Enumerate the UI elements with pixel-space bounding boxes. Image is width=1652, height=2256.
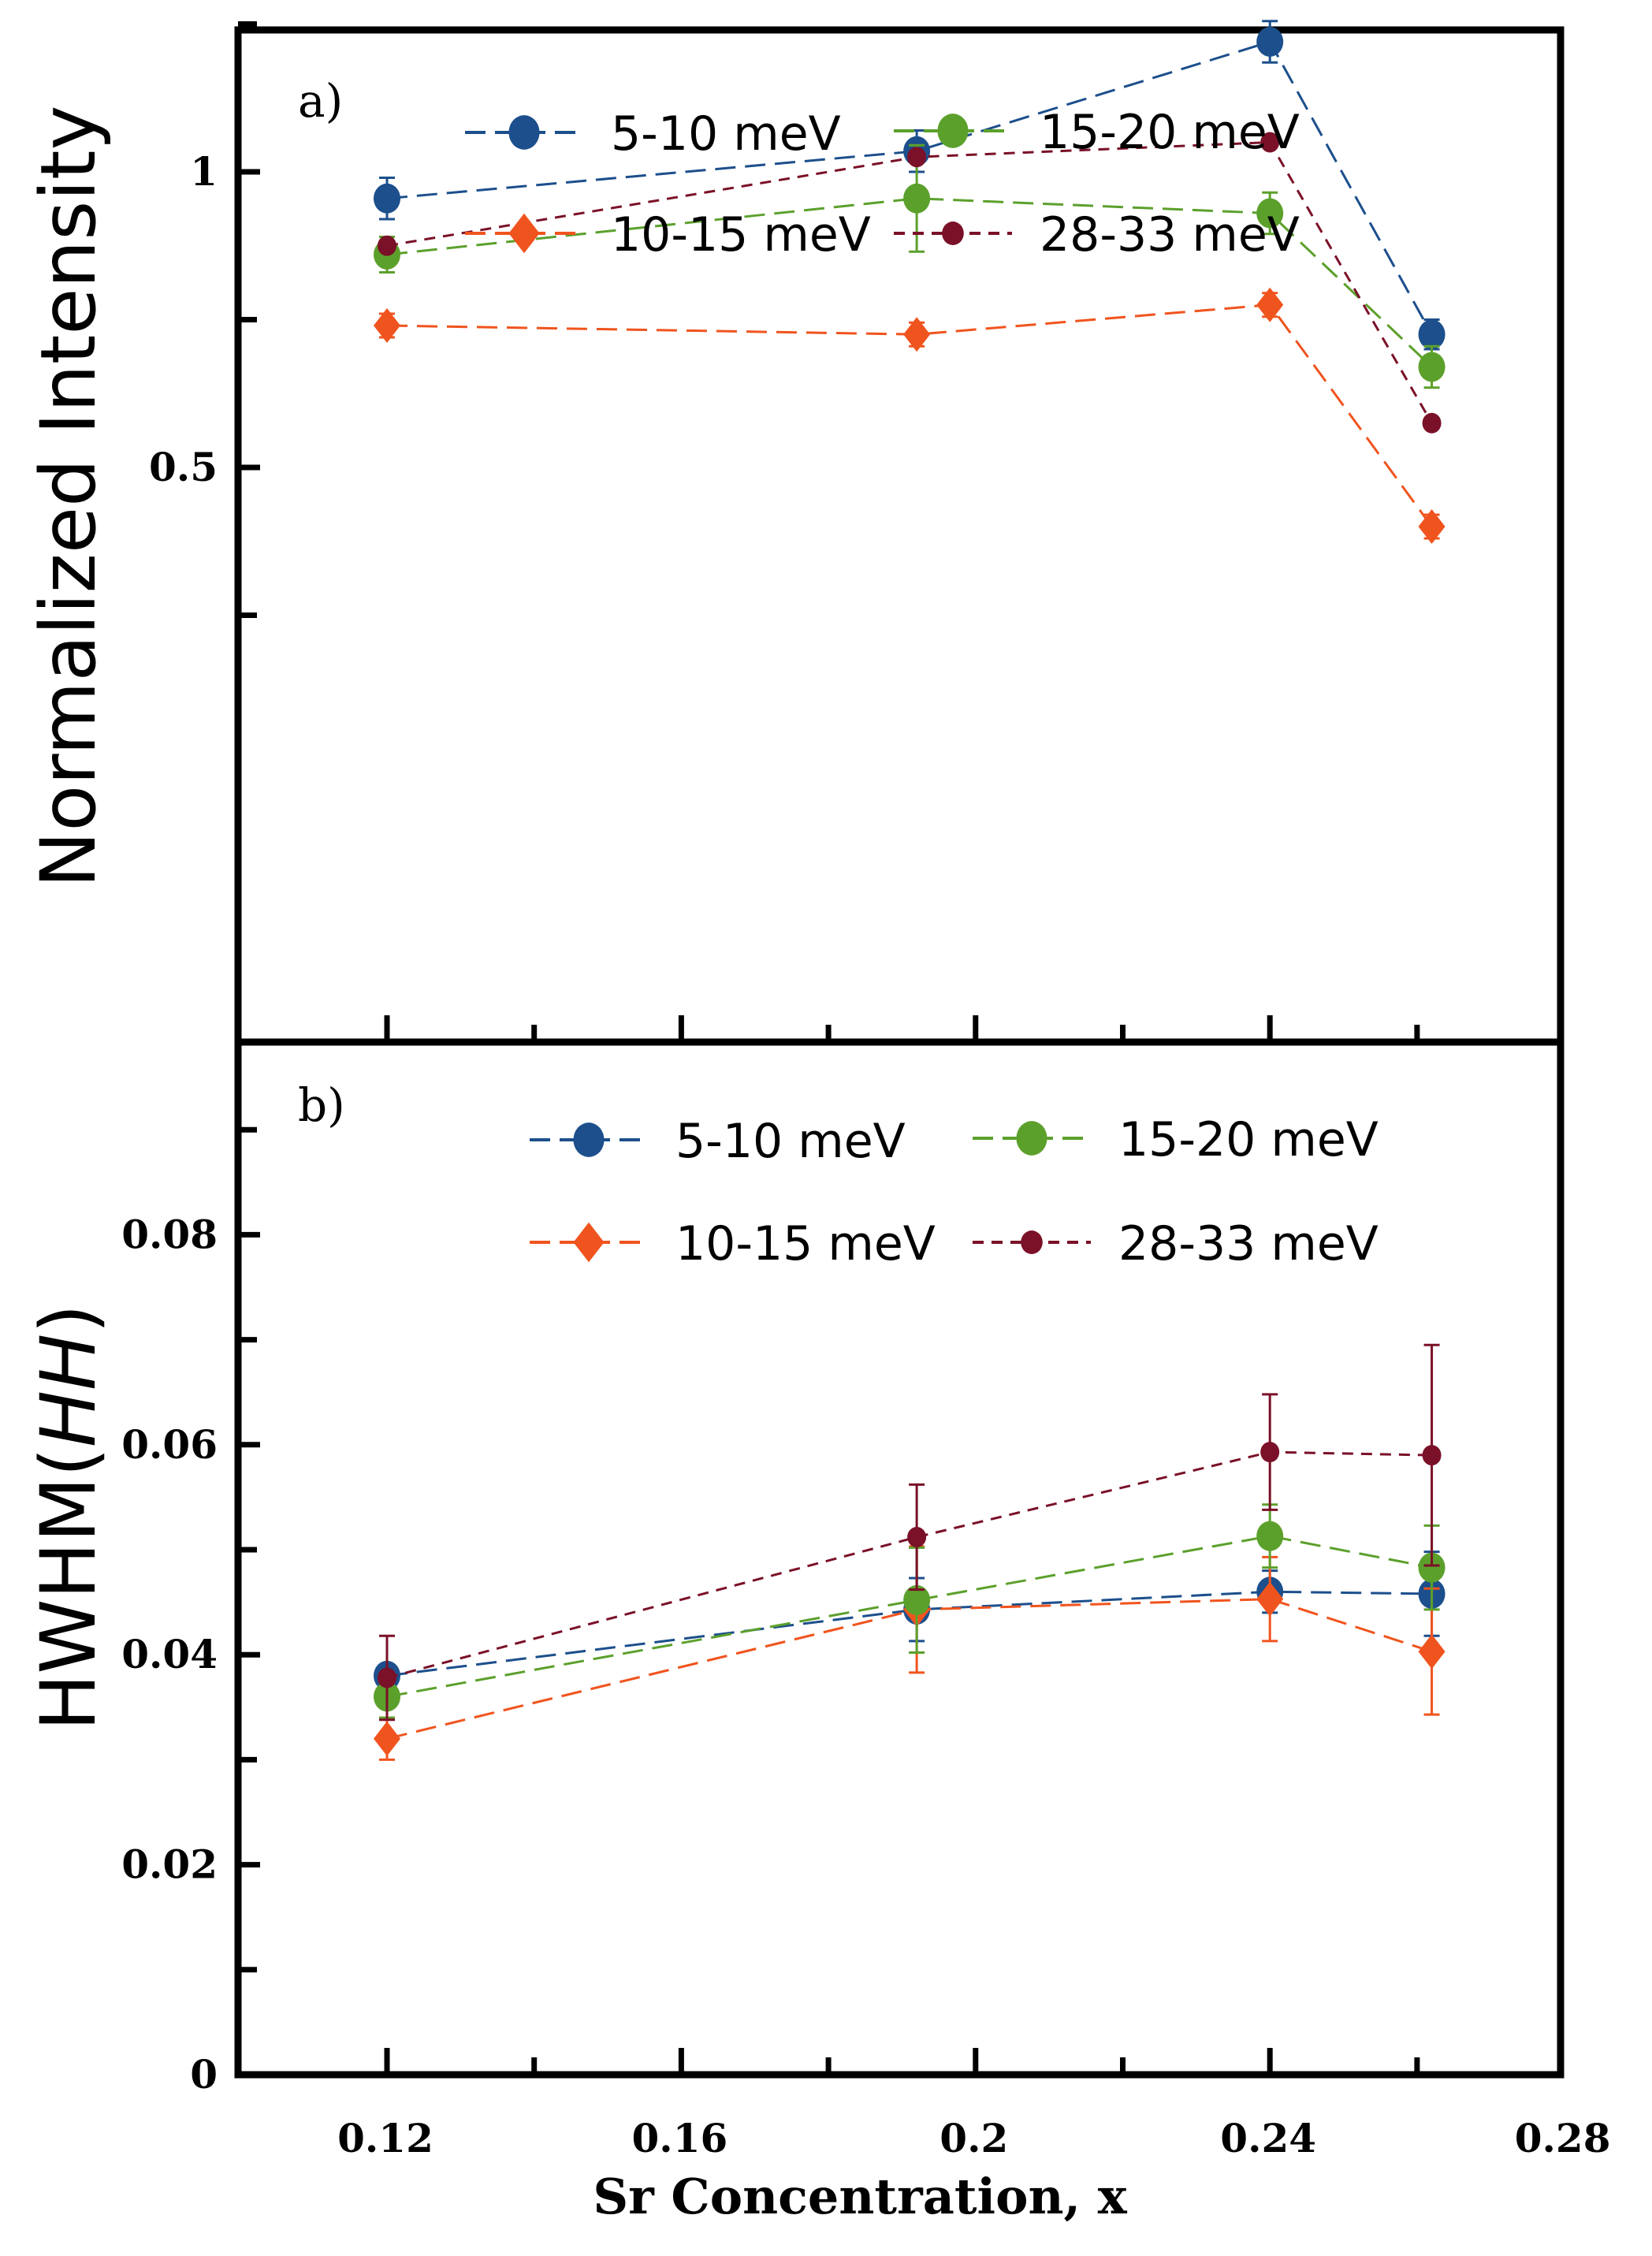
legend-item-10-15-mev: 10-15 meV <box>530 1216 936 1271</box>
series-28-33-mev <box>378 132 1442 434</box>
legend-label: 5-10 meV <box>675 1114 906 1169</box>
panel-a-frame <box>234 26 1565 1046</box>
data-point <box>907 1527 927 1548</box>
data-point <box>907 147 927 168</box>
panel-a-legend: 5-10 meV 15-20 meV 10-15 meV 28-33 meV <box>465 105 1300 262</box>
data-point <box>1422 412 1442 434</box>
panel-b-legend: 5-10 meV 15-20 meV 10-15 meV 28-33 meV <box>530 1112 1379 1271</box>
series-line <box>386 1590 1432 1677</box>
series-line <box>386 303 1433 527</box>
legend-item-5-10-mev: 5-10 meV <box>530 1114 906 1169</box>
y-tick-label: 0.5 <box>149 444 218 490</box>
series-5-10-mev <box>374 20 1446 351</box>
legend-label: 28-33 meV <box>1118 1216 1379 1271</box>
data-point <box>1418 1552 1446 1583</box>
panel-a-y-axis-label: Normalized Intensity <box>24 106 113 888</box>
y-tick-label: 0.08 <box>121 1211 218 1257</box>
hwhm-label-italic: HH <box>24 1334 113 1447</box>
data-point <box>1256 1581 1284 1617</box>
data-point <box>374 1721 400 1756</box>
legend-label: 15-20 meV <box>1040 105 1300 160</box>
series-line <box>386 1450 1432 1679</box>
data-point <box>378 235 396 256</box>
legend-item-28-33-mev: 28-33 meV <box>894 207 1300 262</box>
data-point <box>1418 352 1446 382</box>
panel-b-frame <box>234 1038 1565 2079</box>
y-tick-label: 0 <box>190 2051 218 2098</box>
legend-marker <box>573 1122 605 1157</box>
panel-b-label: b) <box>298 1078 345 1132</box>
panel-a-ticks: 1.510.5 <box>149 21 1420 1042</box>
panel-b-series <box>374 1343 1446 1761</box>
series-28-33-mev <box>378 1343 1442 1722</box>
data-point <box>378 1667 396 1688</box>
data-point <box>1422 1445 1442 1466</box>
panel-a-label: a) <box>298 74 343 128</box>
series-10-15-mev <box>374 287 1446 544</box>
legend-marker <box>1021 1230 1043 1254</box>
data-point <box>1256 1521 1284 1551</box>
x-tick-label: 0.24 <box>1220 2115 1316 2161</box>
data-point <box>1418 1634 1446 1670</box>
legend-item-28-33-mev: 28-33 meV <box>973 1216 1379 1271</box>
y-tick-label: 0.04 <box>121 1631 218 1677</box>
x-tick-label: 0.12 <box>337 2115 433 2161</box>
series-15-20-mev <box>374 143 1446 389</box>
panel-b-y-axis-label: HWHM(HH) <box>24 1304 113 1730</box>
data-point <box>903 1584 931 1615</box>
data-point <box>903 183 931 214</box>
data-point <box>1418 319 1446 350</box>
hwhm-label-main: HWHM( <box>24 1447 113 1731</box>
hwhm-label-close: ) <box>24 1304 113 1333</box>
data-point <box>1418 509 1446 544</box>
legend-item-15-20-mev: 15-20 meV <box>894 105 1300 160</box>
legend-marker <box>937 114 969 148</box>
data-point <box>1256 287 1284 322</box>
legend-item-15-20-mev: 15-20 meV <box>973 1112 1379 1167</box>
series-line <box>386 40 1433 335</box>
legend-marker <box>508 213 540 254</box>
legend-marker <box>942 222 964 245</box>
data-point <box>374 308 400 343</box>
series-line <box>386 197 1433 368</box>
x-tick-label: 0.16 <box>632 2115 728 2161</box>
legend-item-5-10-mev: 5-10 meV <box>465 106 841 162</box>
legend-label: 10-15 meV <box>675 1216 936 1271</box>
data-point <box>903 317 931 352</box>
legend-item-10-15-mev: 10-15 meV <box>465 207 871 262</box>
y-tick-label: 0.06 <box>121 1421 218 1468</box>
panel-a-series <box>374 20 1446 544</box>
y-tick-label: 1 <box>190 148 218 195</box>
legend-label: 10-15 meV <box>611 207 871 262</box>
data-point <box>1256 198 1284 229</box>
data-point <box>374 183 400 214</box>
x-tick-label: 0.28 <box>1515 2115 1611 2161</box>
data-point <box>1260 132 1280 153</box>
legend-label: 28-33 meV <box>1040 207 1300 262</box>
legend-marker <box>573 1222 605 1263</box>
legend-marker <box>1016 1121 1047 1156</box>
panel-b-ticks: 0.08 0.06 0.04 0.02 0 0.12 0.16 0.2 0.24 0.28 <box>121 1126 1611 2161</box>
x-axis-label: Sr Concentration, x <box>593 2168 1127 2225</box>
y-tick-label: 0.02 <box>121 1841 218 1888</box>
legend-marker <box>508 115 540 150</box>
x-tick-label: 0.2 <box>939 2115 1008 2161</box>
series-line <box>386 1598 1433 1740</box>
legend-label: 5-10 meV <box>611 106 841 162</box>
data-point <box>1256 27 1284 57</box>
data-point <box>1260 1442 1280 1463</box>
series-line <box>386 140 1433 424</box>
legend-label: 15-20 meV <box>1118 1112 1379 1167</box>
